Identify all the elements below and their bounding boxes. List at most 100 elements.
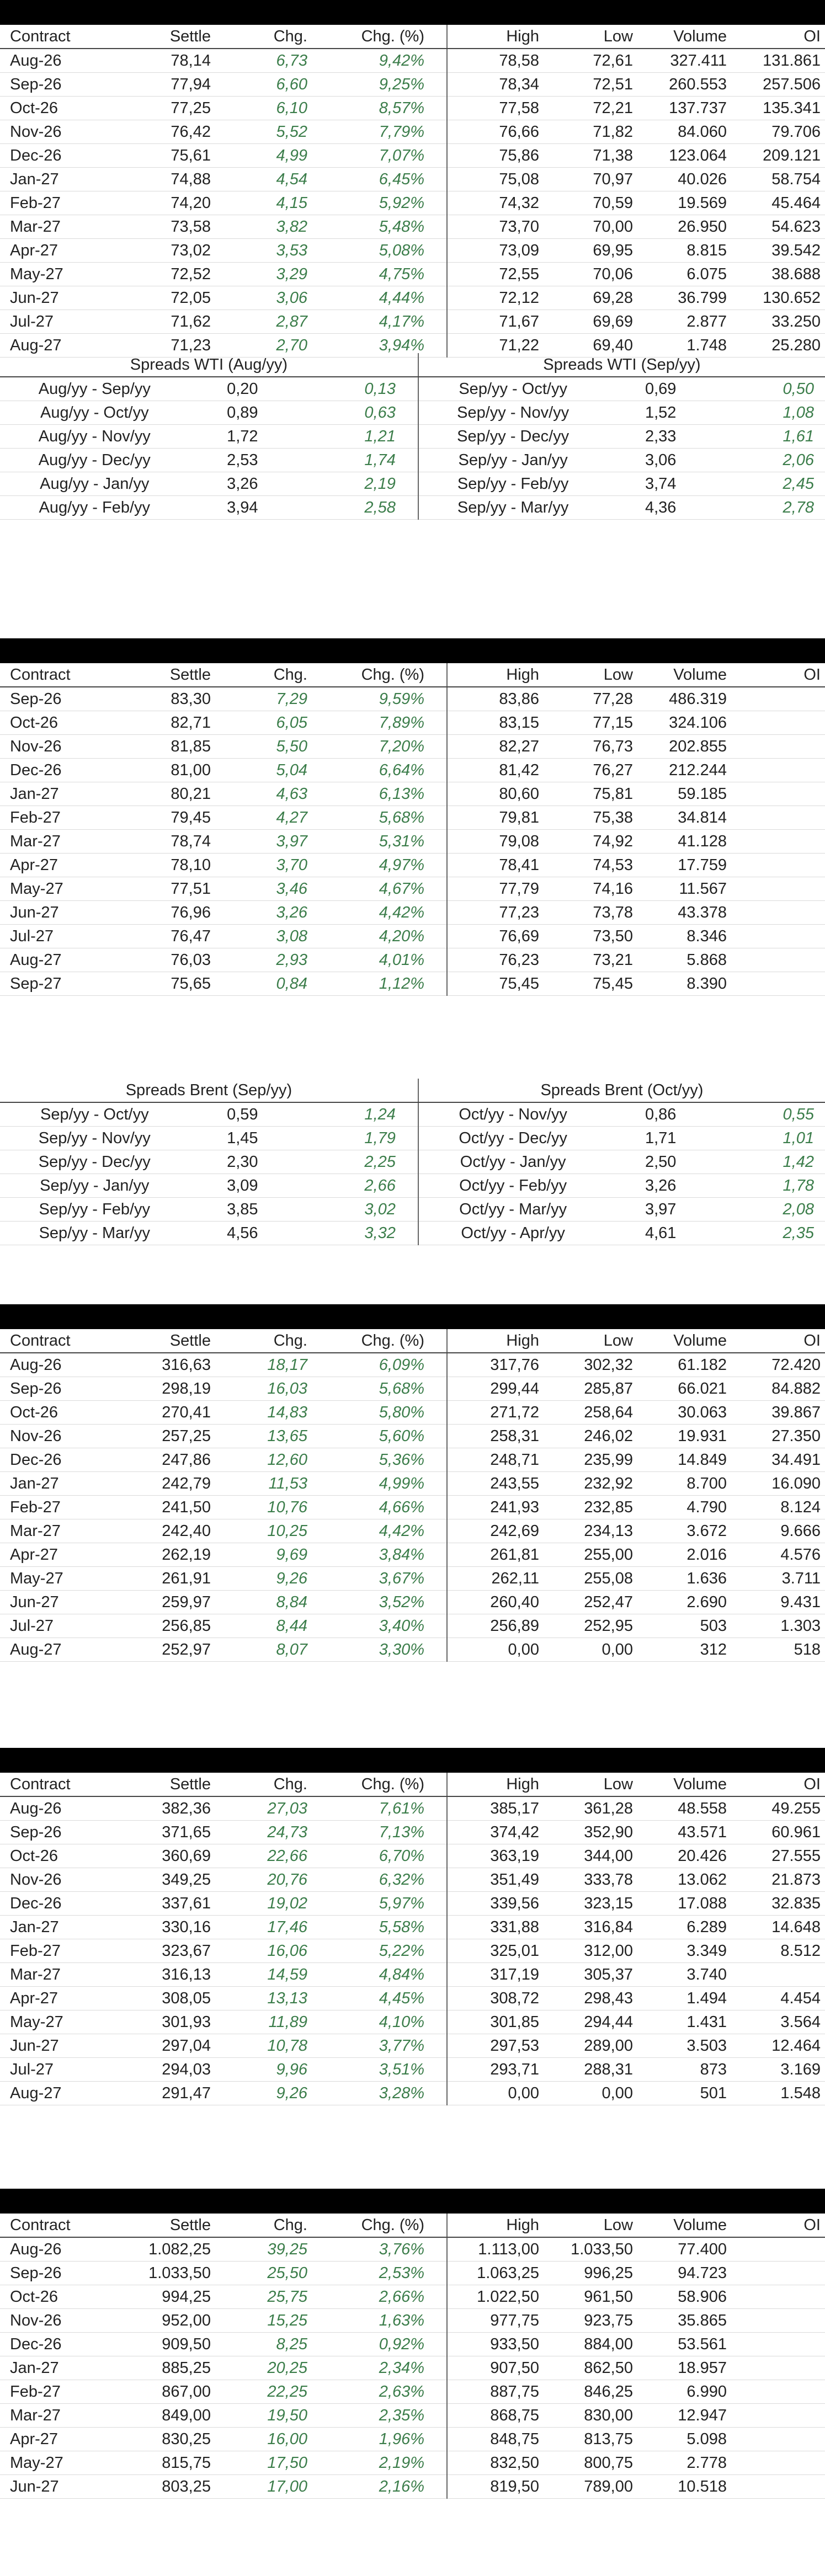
- table-row: Feb-27 241,50 10,76 4,66% 241,93 232,85 4.790 8…: [0, 1495, 825, 1519]
- cell-high: 243,55: [446, 1471, 544, 1496]
- cell-high: 72,12: [446, 286, 544, 310]
- cell-chg: 3,70: [215, 853, 312, 877]
- cell-high: 76,23: [446, 948, 544, 972]
- cell-volume: 18.957: [637, 2356, 731, 2380]
- cell-volume: 3.672: [637, 1519, 731, 1543]
- spread-change: 0,55: [682, 1102, 825, 1127]
- cell-chg: 9,69: [215, 1543, 312, 1567]
- column-header-settle: Settle: [119, 2214, 215, 2238]
- cell-low: 77,15: [544, 711, 637, 735]
- spread-row: Aug/yy - Feb/yy 3,94 2,58 Sep/yy - Mar/yy 4,…: [0, 495, 825, 520]
- table-row: Jun-27 72,05 3,06 4,44% 72,12 69,28 36.799 130.…: [0, 286, 825, 310]
- table-row: Dec-26 75,61 4,99 7,07% 75,86 71,38 123.064 209…: [0, 143, 825, 168]
- cell-chg: 6,73: [215, 49, 312, 73]
- cell-contract: Oct-26: [0, 1844, 119, 1868]
- cell-high: 260,40: [446, 1590, 544, 1614]
- cell-chg-pct: 2,34%: [312, 2356, 447, 2380]
- cell-oi: 8.512: [731, 1939, 825, 1963]
- cell-contract: Aug-26: [0, 1353, 119, 1377]
- cell-oi: 33.250: [731, 310, 825, 334]
- cell-contract: May-27: [0, 1566, 119, 1591]
- cell-chg-pct: 2,16%: [312, 2474, 447, 2499]
- cell-chg-pct: 2,53%: [312, 2261, 447, 2285]
- cell-contract: Sep-26: [0, 72, 119, 97]
- spread-value: 2,30: [189, 1150, 264, 1174]
- spread-label: Sep/yy - Feb/yy: [417, 472, 608, 496]
- cell-oi: 9.666: [731, 1519, 825, 1543]
- cell-settle: 76,47: [119, 924, 215, 948]
- cell-oi: 12.464: [731, 2034, 825, 2058]
- cell-chg-pct: 4,20%: [312, 924, 447, 948]
- table-row: Jul-27 71,62 2,87 4,17% 71,67 69,69 2.877 33.25…: [0, 310, 825, 334]
- cell-contract: Oct-26: [0, 96, 119, 120]
- spread-row: Sep/yy - Nov/yy 1,45 1,79 Oct/yy - Dec/yy 1,…: [0, 1126, 825, 1150]
- spread-change: 1,78: [682, 1174, 825, 1198]
- cell-contract: Aug-27: [0, 2081, 119, 2105]
- cell-low: 77,28: [544, 687, 637, 711]
- cell-chg: 10,78: [215, 2034, 312, 2058]
- cell-oi: 209.121: [731, 143, 825, 168]
- spread-change: 1,61: [682, 424, 825, 449]
- table-row: Mar-27 73,58 3,82 5,48% 73,70 70,00 26.950 54.6…: [0, 215, 825, 239]
- spread-change: 1,79: [263, 1126, 418, 1150]
- cell-chg: 16,03: [215, 1377, 312, 1401]
- cell-chg-pct: 5,97%: [312, 1891, 447, 1916]
- cell-low: 74,92: [544, 829, 637, 854]
- cell-volume: 873: [637, 2057, 731, 2082]
- cell-contract: Sep-26: [0, 1820, 119, 1844]
- spreads-title-right: Spreads WTI (Sep/yy): [417, 353, 825, 377]
- spreads-table: Spreads Brent (Sep/yy) Spreads Brent (Oct…: [0, 1079, 825, 1245]
- spread-label: Sep/yy - Dec/yy: [0, 1150, 189, 1174]
- cell-high: 351,49: [446, 1868, 544, 1892]
- column-header-low: Low: [544, 2214, 637, 2238]
- cell-contract: Aug-26: [0, 49, 119, 73]
- cell-chg-pct: 7,20%: [312, 734, 447, 759]
- cell-chg-pct: 2,63%: [312, 2380, 447, 2404]
- cell-chg-pct: 9,42%: [312, 49, 447, 73]
- cell-chg-pct: 6,70%: [312, 1844, 447, 1868]
- spread-change: 3,32: [263, 1221, 418, 1245]
- table-row: Aug-26 78,14 6,73 9,42% 78,58 72,61 327.411 131…: [0, 49, 825, 73]
- spread-label: Aug/yy - Nov/yy: [0, 424, 189, 449]
- cell-contract: Jan-27: [0, 2356, 119, 2380]
- spread-row: Sep/yy - Jan/yy 3,09 2,66 Oct/yy - Feb/yy 3,…: [0, 1174, 825, 1198]
- cell-settle: 75,61: [119, 143, 215, 168]
- table-row: Apr-27 78,10 3,70 4,97% 78,41 74,53 17.759: [0, 853, 825, 877]
- cell-settle: 294,03: [119, 2057, 215, 2082]
- table-row: Dec-26 81,00 5,04 6,64% 81,42 76,27 212.244: [0, 758, 825, 782]
- cell-chg: 6,10: [215, 96, 312, 120]
- cell-volume: 61.182: [637, 1353, 731, 1377]
- cell-chg-pct: 5,68%: [312, 806, 447, 830]
- cell-chg: 19,02: [215, 1891, 312, 1916]
- cell-chg: 3,29: [215, 262, 312, 286]
- cell-settle: 885,25: [119, 2356, 215, 2380]
- section3-title-bar: [0, 1304, 825, 1329]
- cell-chg: 11,89: [215, 2010, 312, 2034]
- cell-volume: 1.636: [637, 1566, 731, 1591]
- table-row: Mar-27 78,74 3,97 5,31% 79,08 74,92 41.128: [0, 829, 825, 854]
- column-header-settle: Settle: [119, 1773, 215, 1797]
- cell-low: 75,45: [544, 972, 637, 996]
- cell-contract: May-27: [0, 2451, 119, 2475]
- cell-chg-pct: 5,60%: [312, 1424, 447, 1448]
- cell-contract: Sep-26: [0, 2261, 119, 2285]
- cell-chg-pct: 4,45%: [312, 1986, 447, 2010]
- spread-change: 3,02: [263, 1197, 418, 1222]
- cell-chg: 18,17: [215, 1353, 312, 1377]
- table-row: May-27 815,75 17,50 2,19% 832,50 800,75 2.778: [0, 2451, 825, 2475]
- cell-oi: [731, 2451, 825, 2475]
- cell-settle: 242,40: [119, 1519, 215, 1543]
- cell-oi: 84.882: [731, 1377, 825, 1401]
- cell-low: 884,00: [544, 2332, 637, 2356]
- cell-contract: Jun-27: [0, 2034, 119, 2058]
- table-row: Mar-27 849,00 19,50 2,35% 868,75 830,00 12.947: [0, 2403, 825, 2428]
- cell-chg-pct: 4,97%: [312, 853, 447, 877]
- column-header-contract: Contract: [0, 2214, 119, 2238]
- cell-volume: 327.411: [637, 49, 731, 73]
- spread-change: 2,58: [263, 495, 418, 520]
- spread-change: 1,24: [263, 1102, 418, 1127]
- cell-contract: Feb-27: [0, 191, 119, 215]
- cell-low: 323,15: [544, 1891, 637, 1916]
- table-row: Aug-26 382,36 27,03 7,61% 385,17 361,28 48.558…: [0, 1796, 825, 1821]
- cell-oi: 135.341: [731, 96, 825, 120]
